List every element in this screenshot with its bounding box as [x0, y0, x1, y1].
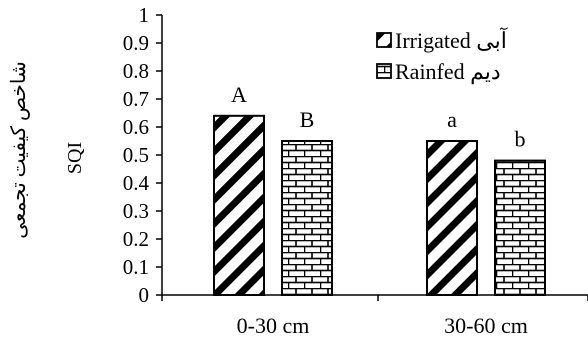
- y-tick-label: 0.8: [123, 59, 149, 83]
- significance-letter: a: [447, 107, 457, 132]
- y-tick-label: 0.1: [123, 255, 149, 279]
- bar: [426, 140, 478, 296]
- legend-entry: Irrigated آبی: [395, 27, 508, 53]
- y-tick-label: 0.6: [123, 115, 149, 139]
- y-tick-label: 0: [139, 283, 150, 307]
- legend: Irrigated آبی Rainfed دیم: [376, 27, 508, 85]
- significance-letter: b: [515, 127, 526, 152]
- bar: [281, 140, 333, 296]
- y-tick-label: 1: [139, 3, 150, 27]
- y-axis-label: SQI: [64, 142, 86, 174]
- significance-letter: A: [231, 82, 247, 107]
- y-tick-label: 0.4: [123, 171, 150, 195]
- axes: 0 0.1 0.2 0.3 0.4 0.5 0.6 0.7 0.8 0.9 1 0-30 cm 30-6…: [123, 3, 588, 338]
- y-axis-label-persian: شاخص کیفیت تجمعی: [8, 61, 30, 238]
- bars: [213, 114, 546, 296]
- x-category-label: 30-60 cm: [444, 313, 528, 338]
- significance-letters: A B a b: [231, 82, 525, 152]
- significance-letter: B: [300, 107, 315, 132]
- y-tick-label: 0.9: [123, 31, 149, 55]
- bar: [494, 159, 546, 296]
- y-tick-label: 0.5: [123, 143, 149, 167]
- y-tick-label: 0.3: [123, 199, 149, 223]
- legend-swatch: [376, 32, 392, 48]
- x-category-label: 0-30 cm: [237, 313, 310, 338]
- y-tick-label: 0.7: [123, 87, 149, 111]
- bar: [213, 114, 265, 296]
- legend-swatch: [376, 63, 392, 79]
- y-tick-label: 0.2: [123, 227, 149, 251]
- legend-entry: Rainfed دیم: [395, 59, 501, 85]
